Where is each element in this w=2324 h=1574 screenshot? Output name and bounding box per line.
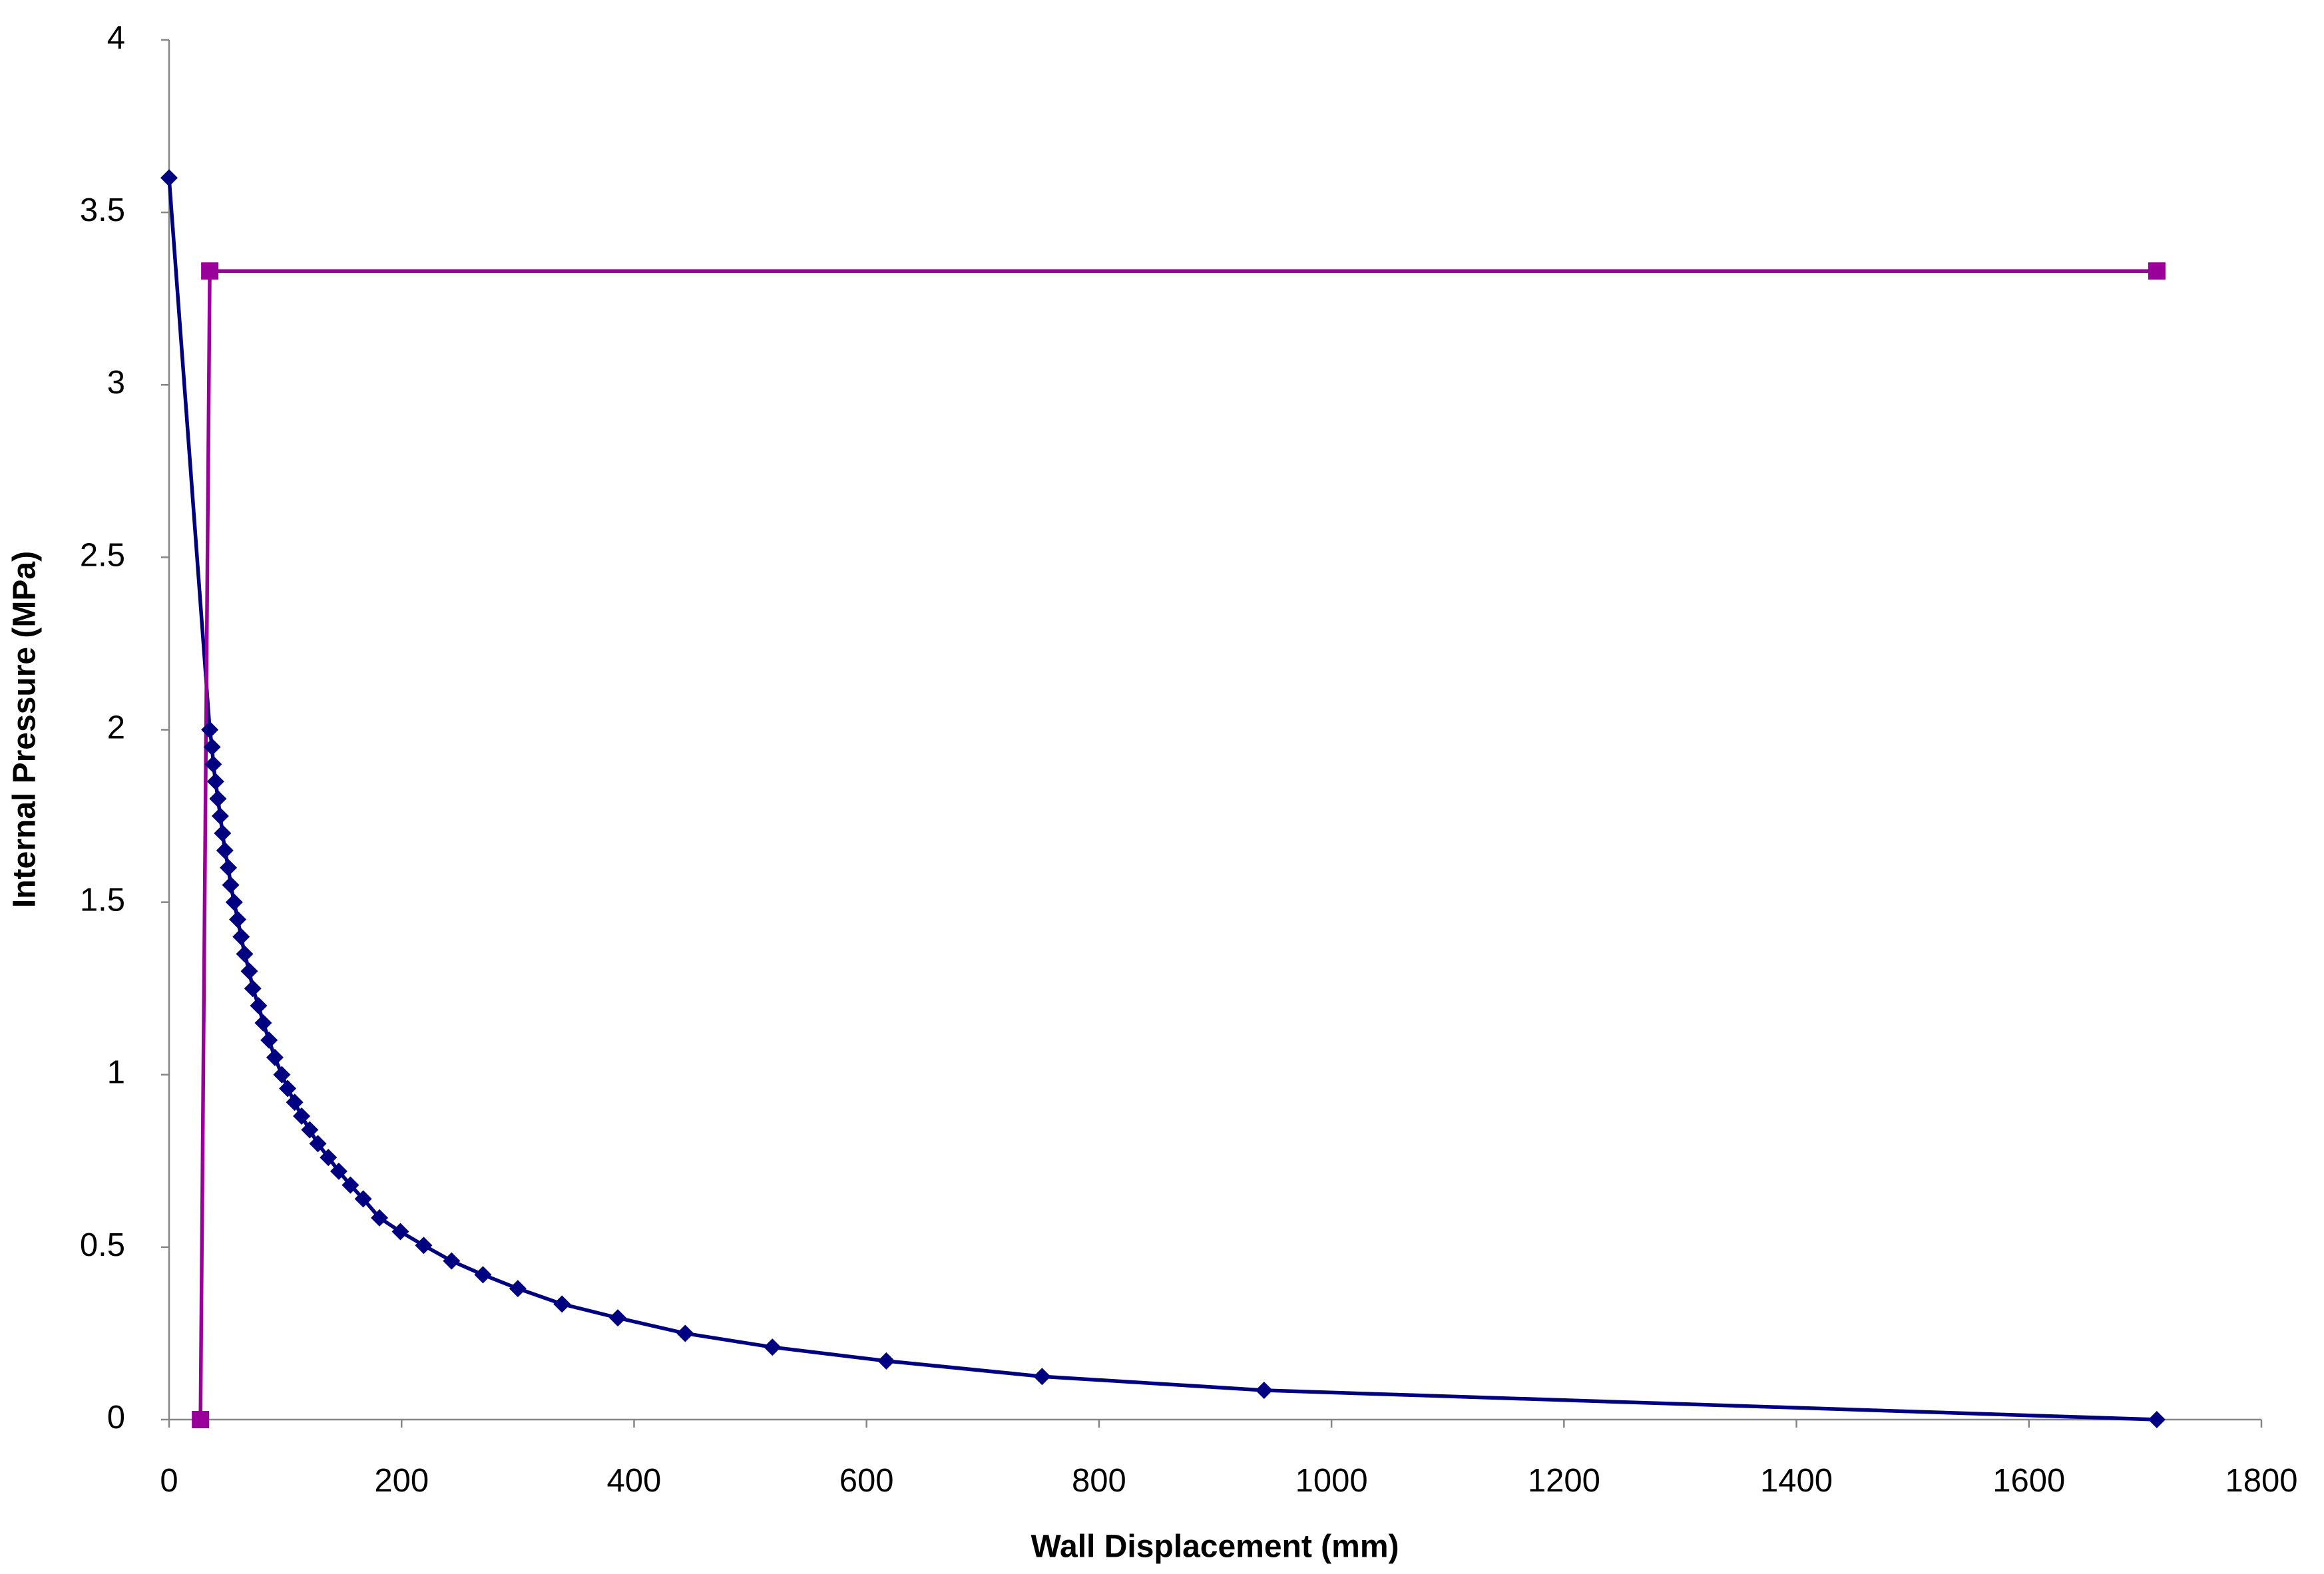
data-point (229, 910, 247, 928)
data-point (301, 1121, 319, 1139)
data-point (320, 1149, 338, 1167)
data-point (474, 1266, 492, 1284)
y-tick-label: 0 (107, 1400, 125, 1436)
data-point (209, 790, 227, 808)
data-point (160, 169, 178, 187)
data-point (254, 1014, 272, 1032)
series-line (167, 178, 2157, 1422)
y-tick-label: 3 (107, 365, 125, 401)
data-point (273, 1066, 291, 1083)
data-point (764, 1338, 782, 1356)
y-tick-label: 3.5 (80, 192, 125, 228)
x-tick-label: 200 (374, 1463, 429, 1499)
y-tick-label: 2.5 (80, 537, 125, 573)
data-point (509, 1280, 527, 1298)
data-point (330, 1162, 348, 1180)
y-tick-label: 0.5 (80, 1227, 125, 1263)
data-point (214, 824, 232, 842)
data-point (553, 1295, 571, 1313)
x-axis-title: Wall Displacement (mm) (1031, 1529, 1399, 1565)
data-point (201, 721, 219, 739)
data-point (216, 841, 234, 859)
x-tick-label: 1000 (1295, 1463, 1368, 1499)
data-point (240, 962, 258, 980)
data-point (1255, 1381, 1273, 1399)
data-point (222, 876, 240, 894)
data-point (1033, 1368, 1051, 1386)
data-point (260, 1031, 278, 1049)
data-point (2148, 262, 2166, 280)
data-point (676, 1324, 694, 1342)
x-tick-label: 0 (160, 1463, 178, 1499)
data-point (354, 1190, 372, 1208)
x-tick-label: 1600 (1992, 1463, 2065, 1499)
data-point (220, 859, 238, 877)
x-tick-label: 600 (839, 1463, 894, 1499)
data-point (204, 755, 222, 773)
data-point (371, 1209, 389, 1227)
data-point (309, 1135, 327, 1153)
data-point (250, 997, 268, 1015)
data-point (415, 1237, 433, 1255)
data-point (293, 1107, 311, 1125)
data-point (279, 1080, 297, 1097)
data-point (211, 807, 229, 825)
x-tick-label: 1400 (1760, 1463, 1833, 1499)
data-point (342, 1176, 359, 1194)
data-point (443, 1252, 461, 1270)
data-point (266, 1048, 284, 1066)
y-tick-label: 1.5 (80, 883, 125, 918)
data-point (286, 1093, 304, 1111)
data-point (206, 773, 224, 791)
data-point (201, 262, 219, 280)
data-point (236, 945, 254, 963)
data-point (391, 1223, 409, 1241)
y-tick-label: 2 (107, 709, 125, 745)
data-point (877, 1352, 895, 1370)
y-tick-label: 4 (107, 20, 125, 56)
data-point (225, 893, 243, 911)
data-point (608, 1309, 626, 1327)
data-point (232, 928, 250, 946)
y-axis-title: Internal Pressure (MPa) (7, 551, 43, 908)
x-tick-label: 1800 (2225, 1463, 2297, 1499)
data-point (192, 1411, 210, 1428)
x-tick-label: 800 (1072, 1463, 1126, 1499)
data-point (2148, 1411, 2166, 1428)
x-tick-label: 400 (607, 1463, 662, 1499)
data-point (203, 738, 221, 756)
y-tick-label: 1 (107, 1055, 125, 1091)
data-point (244, 980, 262, 998)
x-tick-label: 1200 (1528, 1463, 1600, 1499)
series-line (198, 269, 2157, 1420)
